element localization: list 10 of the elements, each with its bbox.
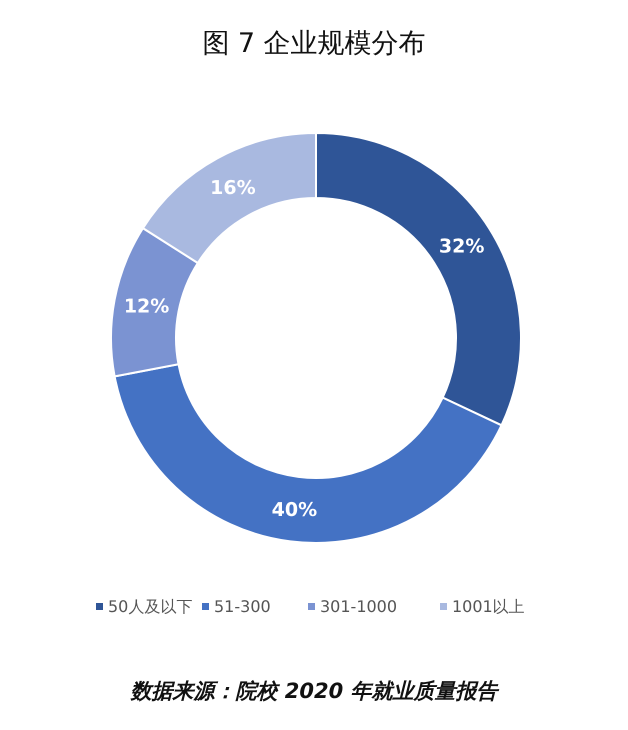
source-note: 数据来源：院校 2020 年就业质量报告 <box>129 679 500 703</box>
data-label: 40% <box>272 499 318 522</box>
legend-label: 1001以上 <box>452 597 525 616</box>
data-label: 12% <box>124 296 170 318</box>
legend-label: 301-1000 <box>320 597 398 616</box>
legend-label: 51-300 <box>214 597 271 616</box>
data-label: 16% <box>210 176 256 199</box>
chart-title: 图 7 企业规模分布 <box>202 28 426 59</box>
legend-label: 50人及以下 <box>108 597 192 616</box>
data-label: 32% <box>438 236 484 258</box>
